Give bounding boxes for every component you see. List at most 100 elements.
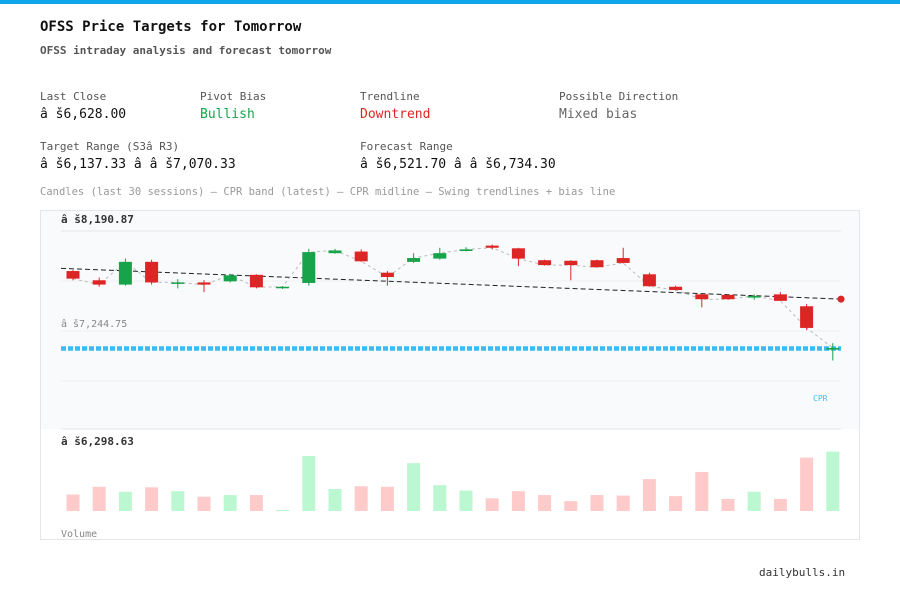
candle [511, 247, 525, 267]
trendline-value: Downtrend [360, 107, 431, 122]
volume-bar [773, 498, 787, 511]
candle-body [276, 286, 290, 289]
volume-bar [459, 490, 473, 511]
candle [721, 294, 735, 300]
chart-panel: â š8,190.87 â š7,244.75 â š6,298.63 Volu… [40, 210, 860, 540]
y-top-label: â š8,190.87 [61, 213, 134, 226]
volume-bar [590, 495, 604, 511]
candle-body [118, 261, 132, 285]
y-bottom-label: â š6,298.63 [61, 435, 134, 448]
candle [92, 277, 106, 287]
candle-body [407, 258, 421, 262]
volume-bar [669, 496, 683, 511]
volume-bar [171, 491, 185, 511]
price-pane-bg [41, 211, 859, 429]
candle-body [145, 261, 159, 283]
candle-body [511, 248, 525, 259]
candle [145, 259, 159, 285]
candle [669, 285, 683, 291]
candle-body [747, 295, 761, 298]
candle [380, 271, 394, 286]
candle-body [616, 258, 630, 263]
volume-bar [511, 491, 525, 511]
pivot-bias-value: Bullish [200, 107, 255, 122]
candle [249, 274, 263, 289]
candle-body [66, 271, 80, 279]
trendline [60, 267, 842, 300]
candle-body [354, 251, 368, 262]
candle-body [249, 274, 263, 288]
stat-label: Trendline [360, 90, 420, 103]
volume-bar [433, 485, 447, 511]
top-accent-bar [0, 0, 900, 4]
volume-bar [407, 463, 421, 511]
candle-body [826, 347, 840, 350]
candle-body [564, 260, 578, 266]
volume-bar [276, 509, 290, 511]
bias-marker [837, 295, 845, 303]
candle [773, 292, 787, 301]
last-close-value: â š6,628.00 [40, 107, 127, 122]
candle-body [669, 286, 683, 291]
candle [538, 259, 552, 266]
stat-pivot-bias: Pivot Bias Bullish [200, 90, 266, 122]
candle [407, 253, 421, 263]
candle-body [485, 245, 499, 248]
chart-caption: Candles (last 30 sessions) – CPR band (l… [40, 186, 616, 198]
footer-brand: dailybulls.in [759, 566, 846, 579]
candle [485, 244, 499, 250]
page-subtitle: OFSS intraday analysis and forecast tomo… [40, 44, 332, 57]
volume-bar [616, 495, 630, 511]
volume-label: Volume [61, 529, 97, 539]
stat-forecast-range: Forecast Range â š6,521.70 â â š6,734.30 [360, 140, 556, 172]
candles-group [66, 244, 840, 361]
volume-bar [380, 486, 394, 511]
candle [826, 343, 840, 361]
target-range-value: â š6,137.33 â â š7,070.33 [40, 157, 236, 172]
candle [459, 247, 473, 252]
volume-bar [145, 487, 159, 511]
volume-bar [223, 495, 237, 511]
candlestick-chart: â š8,190.87 â š7,244.75 â š6,298.63 Volu… [41, 211, 859, 540]
candle [223, 273, 237, 283]
stat-label: Target Range (S3â R3) [40, 140, 180, 153]
volume-bar [302, 456, 316, 511]
volume-bar [642, 479, 656, 511]
candle [302, 248, 316, 286]
candle [118, 258, 132, 286]
candle-body [459, 249, 473, 252]
candle [328, 248, 342, 254]
candle-body [721, 294, 735, 300]
volume-bar [800, 457, 814, 511]
candle [616, 247, 630, 264]
volume-bar [695, 471, 709, 511]
volume-bar [328, 489, 342, 511]
candle [66, 269, 80, 281]
volume-bar [118, 491, 132, 511]
candle-body [800, 306, 814, 328]
candle-body [302, 252, 316, 283]
candle [695, 293, 709, 308]
candle-body [590, 260, 604, 268]
cpr-label: CPR [813, 394, 828, 403]
volume-bar [66, 494, 80, 511]
direction-value: Mixed bias [559, 107, 638, 122]
candle-body [171, 282, 185, 284]
candle-body [328, 250, 342, 254]
page-title: OFSS Price Targets for Tomorrow [40, 19, 302, 35]
volume-bars-group [66, 451, 840, 511]
candle [171, 279, 185, 289]
candle-body [380, 272, 394, 278]
volume-bar [92, 486, 106, 511]
candle [642, 272, 656, 287]
candle-body [223, 275, 237, 282]
candle-body [433, 253, 447, 259]
candle [564, 260, 578, 281]
candle-body [695, 294, 709, 300]
candle-body [642, 274, 656, 287]
volume-bar [249, 495, 263, 511]
candle [800, 304, 814, 331]
candle [354, 249, 368, 262]
stat-trendline: Trendline Downtrend [360, 90, 430, 122]
stat-label: Last Close [40, 90, 107, 103]
